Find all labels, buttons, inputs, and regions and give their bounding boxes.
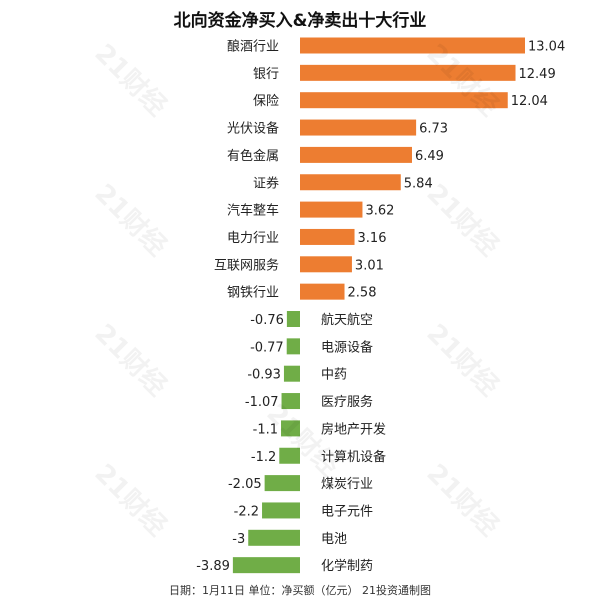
value-label: -2.05 bbox=[228, 477, 262, 492]
bar-保险 bbox=[300, 92, 508, 109]
value-label: 5.84 bbox=[404, 176, 433, 191]
category-label: 钢铁行业 bbox=[227, 286, 279, 301]
bar-航天航空 bbox=[286, 311, 300, 327]
bar-医疗服务 bbox=[281, 393, 300, 410]
bar-酿酒行业 bbox=[300, 37, 525, 54]
category-label: 煤炭行业 bbox=[321, 477, 373, 492]
category-label: 有色金属 bbox=[227, 148, 279, 164]
bar-电源设备 bbox=[286, 338, 300, 355]
value-label: -1.07 bbox=[245, 395, 279, 410]
chart-footer: 日期：1月11日 单位：净买额（亿元） 21投资通制图 bbox=[169, 584, 431, 597]
category-label: 电力行业 bbox=[227, 231, 279, 246]
value-label: 6.73 bbox=[419, 122, 448, 137]
value-label: -1.1 bbox=[253, 422, 278, 437]
value-label: 12.49 bbox=[519, 67, 556, 82]
value-label: 3.62 bbox=[365, 204, 394, 219]
bar-煤炭行业 bbox=[264, 475, 300, 492]
category-label: 航天航空 bbox=[321, 312, 373, 328]
category-label: 中药 bbox=[321, 368, 347, 383]
bar-电池 bbox=[248, 529, 300, 546]
category-label: 计算机设备 bbox=[321, 449, 386, 465]
category-label: 保险 bbox=[253, 94, 279, 109]
bar-电子元件 bbox=[262, 502, 300, 519]
category-label: 银行 bbox=[253, 67, 279, 82]
category-label: 电源设备 bbox=[321, 339, 373, 355]
category-label: 化学制药 bbox=[321, 558, 373, 574]
bar-化学制药 bbox=[232, 557, 300, 574]
category-label: 电池 bbox=[321, 532, 347, 547]
bar-钢铁行业 bbox=[300, 283, 345, 300]
bar-光伏设备 bbox=[300, 119, 417, 136]
bar-中药 bbox=[283, 365, 300, 382]
category-label: 房地产开发 bbox=[321, 421, 386, 437]
value-label: -1.2 bbox=[251, 450, 276, 465]
bar-计算机设备 bbox=[279, 447, 300, 464]
value-label: -0.76 bbox=[250, 313, 284, 328]
value-label: -0.93 bbox=[247, 368, 281, 383]
category-label: 酿酒行业 bbox=[227, 39, 279, 55]
category-label: 电子元件 bbox=[321, 504, 373, 519]
value-label: 13.04 bbox=[528, 40, 565, 55]
value-label: 2.58 bbox=[348, 286, 377, 301]
value-label: 12.04 bbox=[511, 94, 548, 109]
chart-title: 北向资金净买入&净卖出十大行业 bbox=[173, 11, 427, 31]
value-label: 3.16 bbox=[358, 231, 387, 246]
value-label: 3.01 bbox=[355, 258, 384, 273]
bar-证券 bbox=[300, 174, 401, 191]
category-label: 互联网服务 bbox=[214, 257, 279, 273]
category-label: 汽车整车 bbox=[227, 203, 279, 219]
value-label: 6.49 bbox=[415, 149, 444, 164]
value-label: -3 bbox=[232, 532, 245, 547]
category-label: 医疗服务 bbox=[321, 394, 373, 410]
value-label: -0.77 bbox=[250, 340, 284, 355]
bar-电力行业 bbox=[300, 228, 355, 245]
category-label: 证券 bbox=[253, 175, 279, 191]
bar-互联网服务 bbox=[300, 256, 352, 273]
value-label: -3.89 bbox=[196, 559, 230, 574]
bar-房地产开发 bbox=[281, 420, 300, 437]
category-label: 光伏设备 bbox=[227, 121, 279, 137]
bar-有色金属 bbox=[300, 146, 412, 163]
value-label: -2.2 bbox=[234, 504, 259, 519]
bar-银行 bbox=[300, 64, 516, 81]
bar-汽车整车 bbox=[300, 201, 363, 218]
